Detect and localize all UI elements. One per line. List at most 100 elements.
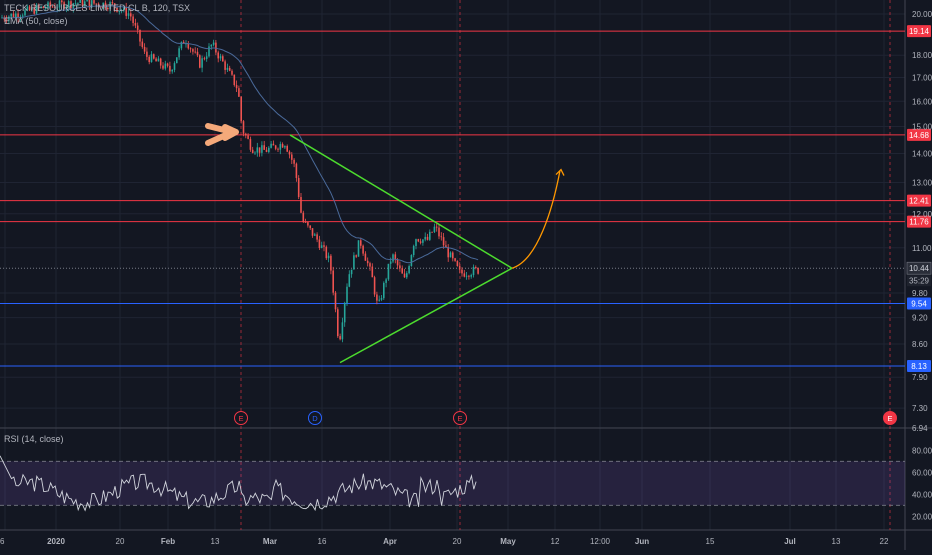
- price-tick-0: 20.00: [912, 10, 932, 19]
- candle: [424, 232, 426, 242]
- candle: [215, 40, 217, 56]
- level-label-11.76: 11.76: [909, 218, 929, 227]
- candle: [166, 62, 169, 68]
- candle-body: [348, 274, 351, 287]
- candle: [461, 267, 463, 277]
- candle: [159, 57, 162, 69]
- candle-body: [369, 263, 371, 267]
- candle-body: [371, 266, 374, 278]
- candle: [54, 3, 56, 9]
- candle-body: [97, 3, 100, 7]
- candle: [88, 0, 91, 10]
- candle-body: [242, 121, 245, 134]
- rsi-legend[interactable]: RSI (14, close): [4, 434, 64, 444]
- candle-body: [157, 58, 160, 62]
- price-tick-8: 11.00: [912, 244, 932, 253]
- candle-body: [146, 51, 148, 57]
- candle: [84, 0, 86, 8]
- candle: [383, 281, 385, 300]
- candle-body: [49, 2, 52, 7]
- candle: [341, 317, 344, 343]
- candle-body: [86, 0, 88, 2]
- candle: [300, 192, 302, 214]
- price-tick-4: 15.00: [912, 122, 932, 131]
- candle-body: [95, 3, 98, 5]
- candle-body: [148, 56, 150, 63]
- candle-body: [389, 261, 392, 264]
- candle: [440, 232, 443, 241]
- price-tick-6: 13.00: [912, 178, 932, 187]
- price-tick-7: 12.00: [912, 210, 932, 219]
- candle-body: [35, 5, 38, 14]
- candle: [224, 59, 226, 75]
- candle: [463, 269, 466, 278]
- candle: [51, 4, 54, 8]
- candle-body: [357, 240, 360, 257]
- candle-body: [240, 96, 242, 122]
- event-marker-circle: [453, 411, 467, 425]
- candle-body: [396, 259, 399, 266]
- candle-body: [412, 245, 415, 256]
- candle: [270, 141, 272, 149]
- candle-body: [31, 7, 33, 11]
- candle: [307, 221, 309, 228]
- candle-body: [295, 163, 298, 179]
- candle: [21, 13, 24, 20]
- candle-body: [288, 151, 291, 155]
- candle-body: [150, 54, 153, 63]
- time-tick-11: 12:00: [590, 537, 611, 546]
- candle-body: [452, 252, 454, 259]
- candle: [238, 85, 240, 97]
- event-marker-circle: [883, 411, 897, 425]
- candle: [210, 44, 213, 50]
- candle-body: [364, 253, 367, 261]
- candle: [146, 47, 148, 61]
- candle: [157, 56, 160, 62]
- candle: [362, 244, 364, 256]
- candle-body: [61, 0, 63, 3]
- candle: [429, 229, 431, 242]
- candle: [357, 240, 360, 257]
- candle-body: [54, 6, 56, 9]
- candle-body: [438, 227, 440, 237]
- event-marker-letter: D: [312, 414, 318, 423]
- price-tick-12: 7.90: [912, 373, 928, 382]
- candle-body: [274, 145, 277, 149]
- candle-body: [268, 147, 270, 152]
- candle-body: [194, 51, 196, 53]
- candle-body: [447, 247, 449, 258]
- candle: [297, 175, 300, 200]
- candle-body: [284, 145, 286, 148]
- candle: [47, 0, 49, 11]
- candle-body: [24, 10, 26, 16]
- candle: [199, 54, 201, 69]
- candle-body: [130, 13, 132, 17]
- candle-body: [203, 58, 206, 60]
- candle: [458, 262, 461, 274]
- candle: [203, 56, 206, 61]
- candle-body: [442, 237, 445, 246]
- candle: [284, 145, 286, 150]
- candle-body: [79, 0, 81, 3]
- candle: [332, 266, 334, 296]
- candle-body: [21, 15, 24, 17]
- candle-body: [343, 302, 346, 323]
- candle: [435, 223, 438, 232]
- candle: [256, 142, 259, 157]
- candle: [378, 295, 380, 302]
- candle: [242, 120, 245, 137]
- candle: [419, 238, 422, 245]
- candle: [265, 146, 268, 153]
- candle-body: [120, 10, 123, 12]
- candle-body: [337, 309, 339, 337]
- ema-legend[interactable]: EMA (50, close): [4, 16, 68, 26]
- candle: [155, 57, 157, 62]
- candle-body: [387, 263, 390, 280]
- symbol-legend[interactable]: TECK RESOURCES LIMITED CL B, 120, TSX: [4, 3, 191, 13]
- candle: [162, 62, 164, 71]
- candle-body: [265, 149, 268, 152]
- candle: [143, 43, 146, 54]
- projection-arrowhead: [555, 168, 565, 176]
